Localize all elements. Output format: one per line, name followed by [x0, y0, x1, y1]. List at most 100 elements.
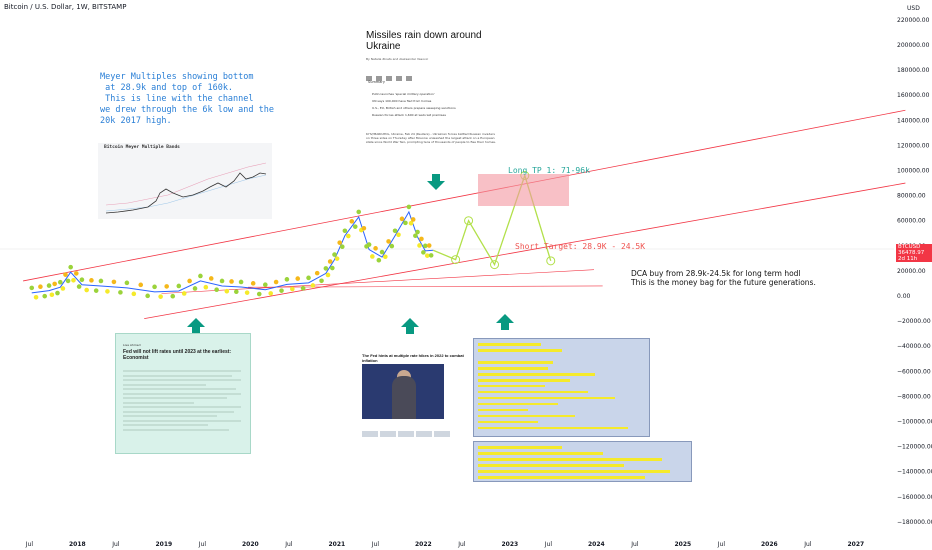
- price-marker: [273, 279, 279, 285]
- x-tick-label: 2022: [415, 541, 432, 548]
- y-tick-label: −40000.00: [897, 343, 931, 350]
- price-marker: [55, 290, 60, 296]
- dca-line: DCA buy from 28.9k-24.5k for long term h…: [631, 269, 801, 278]
- news-source: Lisa Ahmed: [123, 343, 141, 347]
- price-marker: [346, 233, 351, 239]
- news-thumbnails: [362, 422, 470, 437]
- y-tick-label: 60000.00: [897, 218, 926, 225]
- price-marker: [428, 253, 434, 258]
- price-marker: [229, 279, 234, 284]
- x-tick-label: Jul: [630, 541, 639, 548]
- channel-upper-line: [23, 109, 906, 282]
- price-marker: [349, 219, 355, 224]
- projection-node: [464, 216, 474, 226]
- price-marker: [164, 284, 169, 289]
- x-axis: Jul 2018 Jul 2019 Jul 2020 Jul 2021 Jul 2022 Jul 20…: [25, 541, 864, 548]
- summary-label: Summary: [368, 80, 385, 84]
- x-tick-label: Jul: [111, 541, 120, 548]
- price-marker: [424, 253, 430, 258]
- dca-line: This is the money bag for the future gen…: [631, 278, 816, 287]
- price-marker: [84, 287, 89, 293]
- news-fed-rates: Lisa Ahmed Fed will not lift rates until…: [115, 333, 251, 454]
- x-tick-label: 2025: [675, 541, 692, 548]
- price-marker: [314, 270, 320, 276]
- price-tag-countdown: 2d 11h: [898, 256, 918, 262]
- price-marker: [208, 276, 214, 281]
- price-marker: [192, 286, 198, 291]
- price-marker: [339, 244, 345, 250]
- price-marker: [224, 288, 230, 294]
- price-marker: [263, 282, 268, 288]
- news-bullet: UN says 100,000 have fled from homes: [372, 99, 432, 103]
- price-tag-symbol: BTCUSD: [898, 244, 921, 250]
- price-marker: [376, 257, 382, 263]
- price-marker: [306, 275, 311, 281]
- meyer-line: at 28.9k and top of 160k.: [100, 83, 234, 93]
- x-tick-label: Jul: [198, 541, 207, 548]
- price-marker: [310, 283, 316, 288]
- y-tick-label: −120000.00: [897, 444, 932, 451]
- y-tick-label: −60000.00: [897, 368, 931, 375]
- price-marker: [98, 278, 104, 284]
- price-marker: [76, 284, 82, 289]
- price-marker: [181, 291, 187, 296]
- x-tick-label: 2019: [156, 541, 173, 548]
- arrow-up-icon: [496, 314, 514, 330]
- price-marker: [105, 289, 110, 294]
- price-marker: [158, 294, 163, 299]
- price-markers: [29, 204, 434, 300]
- x-tick-label: 2018: [69, 541, 86, 548]
- price-marker: [419, 236, 424, 242]
- price-marker: [176, 283, 182, 289]
- price-marker: [323, 266, 329, 271]
- y-tick-label: −20000.00: [897, 318, 931, 325]
- price-marker: [124, 280, 130, 286]
- price-marker: [256, 291, 262, 297]
- price-marker: [65, 278, 71, 284]
- price-marker: [300, 285, 306, 291]
- price-marker: [379, 249, 385, 255]
- x-tick-label: Jul: [544, 541, 553, 548]
- y-tick-label: −140000.00: [897, 469, 932, 476]
- x-tick-label: 2027: [848, 541, 865, 548]
- price-marker: [330, 265, 335, 271]
- news-fed-hikes: The Fed hints at multiple rate hikes in …: [360, 352, 470, 437]
- price-marker: [234, 289, 239, 295]
- channel-lower-line: [144, 182, 906, 319]
- price-marker: [38, 284, 43, 290]
- channel-lines: [23, 109, 906, 319]
- price-marker: [337, 240, 342, 245]
- price-marker: [417, 243, 422, 248]
- price-marker: [290, 286, 295, 292]
- meyer-annotation: Meyer Multiples showing bottom at 28.9k …: [100, 72, 290, 127]
- projection-node: [546, 256, 556, 266]
- y-tick-label: −100000.00: [897, 419, 932, 426]
- price-marker: [152, 284, 157, 290]
- price-marker: [118, 290, 123, 295]
- price-marker: [366, 242, 372, 247]
- y-tick-label: 20000.00: [897, 268, 926, 275]
- y-tick-label: 180000.00: [897, 67, 930, 74]
- x-tick-label: 2020: [242, 541, 259, 548]
- meyer-line: Meyer Multiples showing bottom: [100, 72, 254, 82]
- y-tick-label: −160000.00: [897, 494, 932, 501]
- y-tick-label: −180000.00: [897, 519, 932, 526]
- y-tick-label: 80000.00: [897, 193, 926, 200]
- meyer-line: 20k 2017 high.: [100, 116, 172, 126]
- price-line: [31, 210, 434, 294]
- price-marker: [187, 278, 192, 284]
- x-tick-label: Jul: [803, 541, 812, 548]
- x-tick-label: 2024: [588, 541, 605, 548]
- news-byline: By Natalia Zinets and Aleksandar Vasovic: [366, 57, 429, 61]
- price-marker: [426, 243, 432, 248]
- news-bullet: U.S., EU, British and others prepare swe…: [372, 106, 456, 110]
- price-marker: [352, 224, 358, 229]
- price-marker: [60, 286, 66, 291]
- long-tp-zone: [478, 174, 569, 206]
- price-marker: [219, 278, 225, 284]
- news-bullet: Russian forces attack 1,600 at wall-raid…: [372, 113, 446, 117]
- price-marker: [423, 243, 428, 249]
- x-tick-label: Jul: [371, 541, 380, 548]
- price-marker: [203, 284, 209, 290]
